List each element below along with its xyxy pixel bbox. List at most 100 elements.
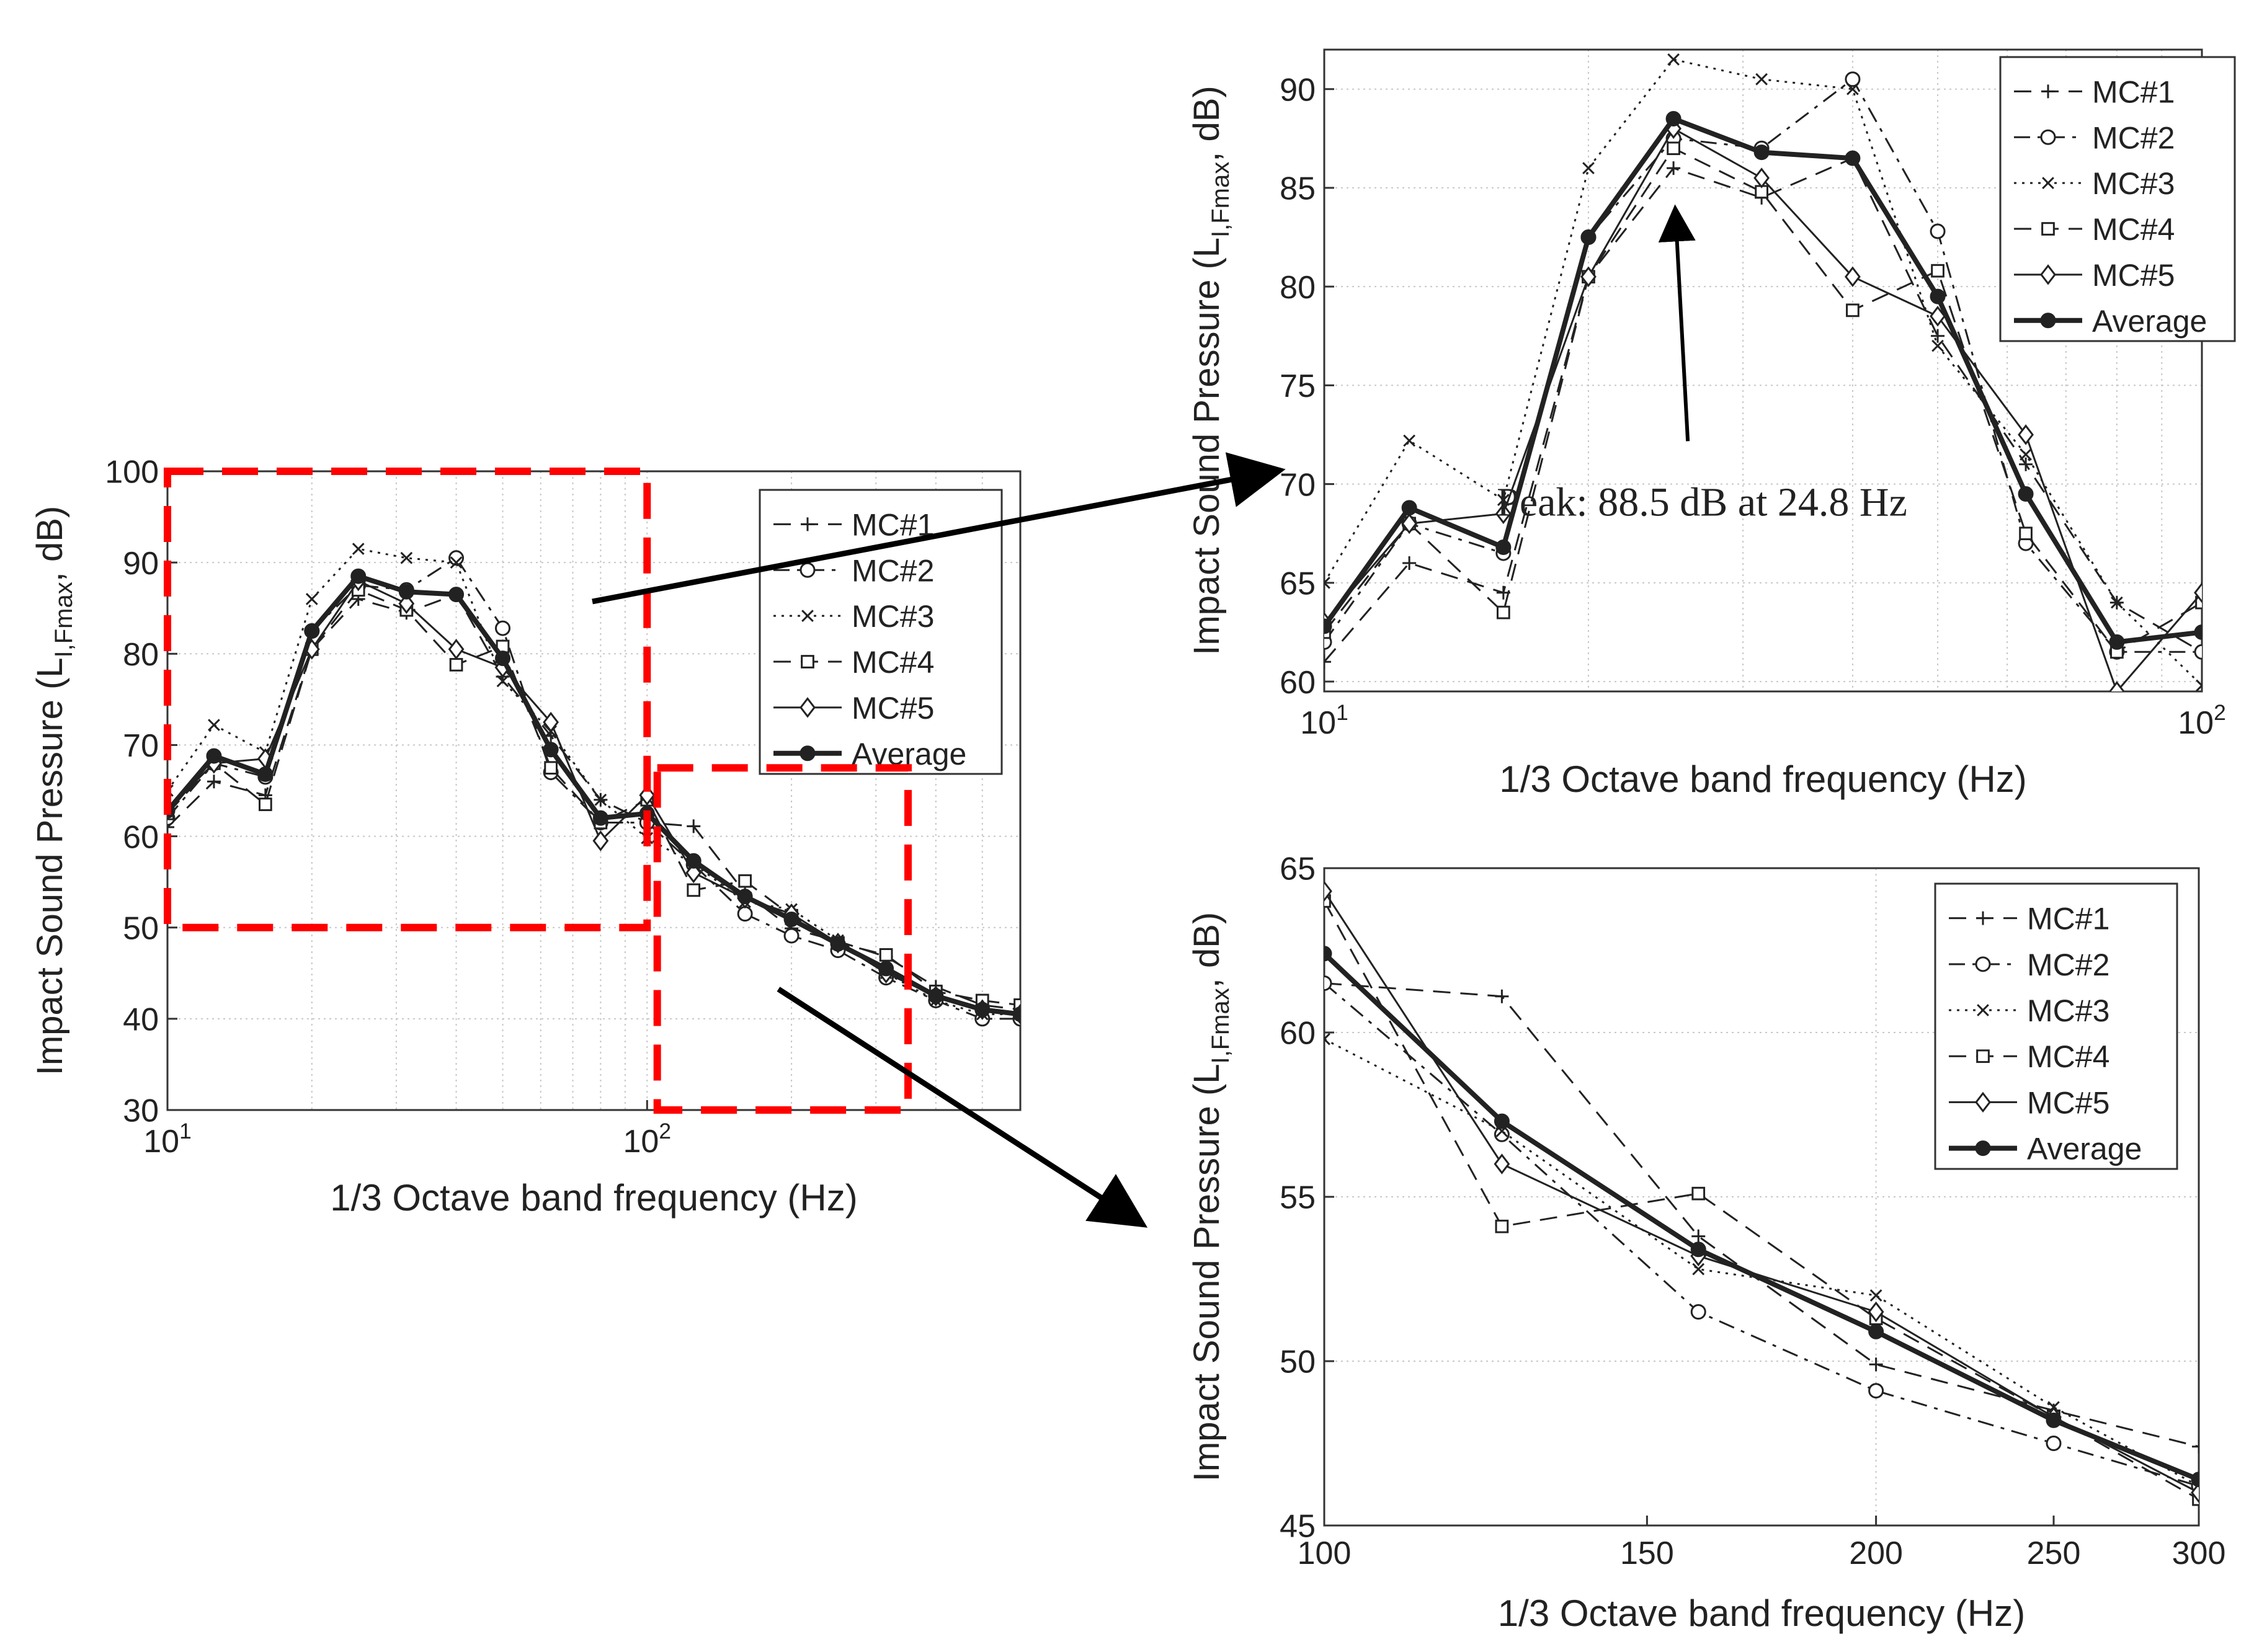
data-point-mc3 — [1324, 1032, 1330, 1046]
y-axis-label: Impact Sound Pressure (LI,Fmax, dB) — [1187, 912, 1234, 1482]
data-point-mc3 — [1403, 434, 1415, 447]
data-point-mc5 — [1753, 167, 1770, 189]
y-tick-label: 60 — [123, 819, 159, 855]
y-axis-label: Impact Sound Pressure (LI,Fmax, dB) — [30, 506, 78, 1076]
data-point-average — [206, 748, 222, 764]
x-axis-label: 1/3 Octave band frequency (Hz) — [330, 1177, 857, 1219]
data-point-mc4 — [258, 797, 272, 811]
y-axis-label-subscript: I,Fmax — [1207, 162, 1234, 238]
data-point-mc2 — [1690, 1304, 1706, 1320]
legend-label: MC#3 — [2027, 993, 2109, 1028]
axes-box — [1323, 48, 2203, 693]
series-line-average — [1324, 951, 2199, 1482]
y-tick-label: 55 — [1280, 1180, 1316, 1216]
data-point-mc5 — [685, 862, 702, 884]
y-tick-label: 70 — [123, 728, 159, 764]
legend-label: MC#4 — [2027, 1039, 2109, 1074]
data-point-average — [1580, 229, 1597, 246]
legend-label: MC#3 — [2092, 166, 2175, 201]
data-point-mc3 — [208, 719, 220, 731]
data-point-mc1 — [167, 820, 174, 834]
legend-label: Average — [2092, 304, 2207, 339]
data-point-average — [350, 568, 367, 584]
legend-marker — [1975, 956, 1991, 972]
data-point-average — [543, 742, 559, 758]
data-point-mc4 — [1846, 303, 1860, 318]
series-line-mc2 — [1324, 982, 2199, 1487]
legend-label: MC#4 — [2092, 212, 2175, 247]
legend-marker — [2040, 313, 2056, 329]
data-point-average — [2109, 634, 2125, 650]
data-point-average — [592, 810, 608, 826]
data-point-mc5 — [1324, 881, 1332, 902]
y-tick-label: 45 — [1280, 1509, 1316, 1545]
x-tick-label: 102 — [623, 1119, 672, 1160]
data-point-mc4 — [1691, 1186, 1706, 1201]
data-point-mc2 — [737, 906, 753, 922]
x-tick-base: 10 — [143, 1124, 179, 1160]
legend-marker — [800, 697, 816, 718]
data-point-mc4 — [1496, 605, 1510, 620]
legend-box — [759, 489, 1003, 775]
data-point-mc1 — [1691, 1229, 1706, 1243]
data-point-mc1 — [1667, 161, 1681, 175]
arrow-to-zoom-low — [592, 452, 1286, 605]
data-point-mc4 — [1495, 1219, 1509, 1233]
data-point-average — [2046, 1412, 2062, 1428]
data-point-mc1 — [1402, 556, 1417, 570]
y-tick-label: 60 — [1280, 1016, 1316, 1052]
data-point-mc5 — [543, 711, 559, 733]
data-point-mc1 — [1324, 655, 1331, 669]
data-point-average — [2191, 1472, 2199, 1488]
legend-label: MC#5 — [2092, 258, 2175, 293]
data-point-mc5 — [2108, 681, 2125, 691]
legend-marker — [2042, 177, 2054, 190]
series-group — [1324, 53, 2202, 691]
data-point-mc4 — [544, 761, 558, 775]
data-point-average — [737, 889, 753, 905]
data-point-mc5 — [1495, 503, 1512, 525]
x-tick-label: 102 — [2178, 701, 2226, 741]
data-point-mc3 — [305, 593, 318, 605]
x-tick-base: 10 — [1300, 705, 1336, 741]
x-tick-label: 101 — [143, 1119, 192, 1160]
data-point-mc5 — [448, 639, 465, 660]
y-tick-label: 90 — [123, 546, 159, 582]
data-point-mc3 — [2196, 679, 2202, 691]
x-tick-label: 101 — [1300, 701, 1348, 741]
y-axis-label-tail: , dB) — [1187, 86, 1227, 162]
zoom-region-zoom-low — [164, 468, 651, 931]
data-point-average — [1868, 1323, 1884, 1339]
series-line-mc4 — [1324, 147, 2202, 653]
arrow-to-zoom-high — [777, 987, 1148, 1228]
x-tick-base: 10 — [623, 1124, 659, 1160]
legend-marker — [801, 655, 814, 668]
data-point-mc1 — [1869, 1357, 1883, 1372]
data-point-average — [1930, 288, 1946, 304]
legend-marker — [800, 562, 816, 578]
x-axis-label: 1/3 Octave band frequency (Hz) — [1498, 1592, 2025, 1634]
y-axis-label-main: Impact Sound Pressure (L — [1187, 1064, 1227, 1481]
data-point-mc5 — [398, 593, 415, 615]
legend-label: MC#5 — [852, 691, 934, 726]
legend-label: MC#4 — [852, 645, 934, 680]
data-point-mc1 — [687, 819, 701, 833]
legend: MC#1 MC#2 MC#3 MC#4 MC#5 Average — [1999, 56, 2236, 342]
y-axis-label-subscript: I,Fmax — [1207, 988, 1234, 1064]
series-group — [167, 543, 1020, 1027]
data-point-mc3 — [496, 675, 509, 688]
data-point-mc5 — [1401, 513, 1418, 535]
y-axis-label: Impact Sound Pressure (LI,Fmax, dB) — [1187, 86, 1234, 655]
x-tick-exponent: 1 — [179, 1119, 192, 1144]
data-point-mc3 — [1667, 53, 1680, 66]
peak-arrow — [1658, 204, 1696, 442]
y-tick-label: 50 — [1280, 1344, 1316, 1380]
legend-marker — [2041, 222, 2055, 236]
data-point-mc3 — [1324, 576, 1330, 589]
x-tick-base: 10 — [2178, 705, 2214, 741]
x-axis-label: 1/3 Octave band frequency (Hz) — [1499, 758, 2026, 800]
data-point-average — [1401, 500, 1417, 516]
